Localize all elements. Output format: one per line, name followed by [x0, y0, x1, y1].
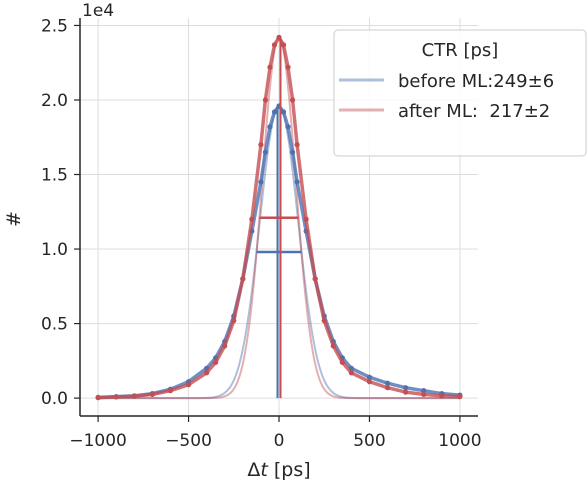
data-point-after-ml: [348, 370, 354, 376]
data-point-after-ml: [240, 276, 246, 282]
x-tick-labels: −1000 −500 0 500 1000: [69, 431, 481, 451]
x-tick-label-4: 1000: [438, 431, 481, 451]
x-tick-label-2: 0: [274, 431, 285, 451]
legend: CTR [ps] before ML:249±6 after ML: 217±2: [333, 29, 587, 157]
x-axis-label-var: t: [260, 459, 269, 481]
data-point-after-ml: [403, 389, 409, 395]
data-point-before-ml: [289, 149, 296, 155]
data-point-after-ml: [262, 97, 269, 103]
data-point-after-ml: [185, 382, 192, 388]
data-point-after-ml: [312, 276, 318, 282]
data-point-after-ml: [167, 388, 174, 394]
data-point-before-ml: [258, 179, 264, 185]
data-point-before-ml: [271, 109, 278, 115]
data-points: [95, 34, 463, 401]
data-point-after-ml: [204, 370, 210, 376]
y-axis-label: #: [3, 211, 25, 227]
data-point-before-ml: [366, 374, 373, 380]
y-tick-label-3: 1.5: [41, 166, 68, 186]
data-point-after-ml: [384, 385, 391, 391]
data-point-after-ml: [113, 394, 119, 400]
data-point-after-ml: [330, 343, 336, 349]
data-point-before-ml: [384, 380, 391, 386]
axes: [74, 18, 478, 422]
data-point-after-ml: [294, 142, 300, 148]
data-point-before-ml: [280, 109, 287, 115]
data-point-after-ml: [439, 393, 445, 399]
data-point-after-ml: [321, 317, 327, 324]
y-tick-label-2: 1.0: [41, 240, 68, 260]
y-tick-label-4: 2.0: [41, 91, 68, 111]
y-tick-label-0: 0.0: [41, 389, 68, 409]
data-point-after-ml: [222, 343, 228, 349]
legend-label-before-ml: before ML:249±6: [398, 71, 554, 92]
data-point-after-ml: [213, 359, 219, 365]
data-point-after-ml: [303, 216, 309, 222]
legend-label-after-ml: after ML: 217±2: [398, 101, 550, 122]
data-point-after-ml: [366, 379, 373, 385]
data-point-after-ml: [271, 42, 278, 48]
x-axis-label-prefix: Δ: [247, 459, 260, 481]
data-point-after-ml: [285, 64, 291, 70]
x-tick-label-0: −1000: [69, 431, 127, 451]
x-tick-label-3: 500: [353, 431, 385, 451]
data-point-after-ml: [95, 395, 101, 401]
data-point-after-ml: [249, 216, 255, 222]
data-point-before-ml: [294, 179, 300, 185]
data-point-after-ml: [421, 391, 427, 397]
y-tick-label-5: 2.5: [41, 16, 68, 36]
data-point-before-ml: [403, 385, 409, 391]
x-axis-label-unit: [ps]: [268, 459, 311, 481]
data-point-after-ml: [149, 391, 155, 397]
x-axis-label: Δt [ps]: [247, 459, 310, 481]
data-point-before-ml: [267, 124, 273, 130]
legend-title: CTR [ps]: [422, 40, 499, 61]
y-tick-labels: 0.0 0.5 1.0 1.5 2.0 2.5: [41, 16, 68, 409]
y-offset-label: 1e4: [82, 1, 114, 21]
data-point-before-ml: [421, 388, 427, 394]
data-point-after-ml: [231, 317, 237, 324]
data-point-after-ml: [258, 142, 264, 148]
legend-box: [333, 29, 587, 157]
data-point-after-ml: [289, 97, 296, 103]
data-point-after-ml: [280, 42, 287, 48]
data-point-after-ml: [267, 64, 273, 70]
data-point-after-ml: [457, 394, 463, 400]
data-point-after-ml: [339, 359, 345, 365]
data-point-before-ml: [285, 124, 291, 130]
y-tick-label-1: 0.5: [41, 315, 68, 335]
data-point-after-ml: [131, 393, 137, 399]
x-tick-label-1: −500: [165, 431, 212, 451]
data-point-before-ml: [262, 149, 269, 155]
fwhm-markers: [256, 37, 302, 399]
